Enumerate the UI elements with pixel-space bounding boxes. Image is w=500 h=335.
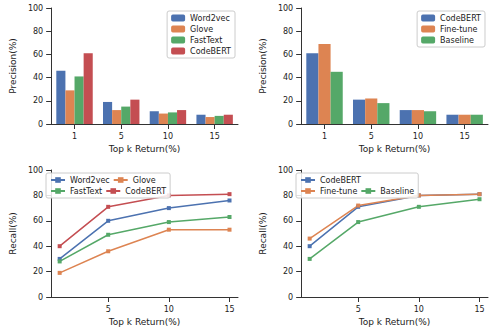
- svg-text:60: 60: [33, 50, 43, 59]
- svg-text:Baseline: Baseline: [380, 187, 414, 196]
- svg-text:Precision(%): Precision(%): [8, 38, 18, 94]
- svg-text:5: 5: [356, 305, 361, 314]
- svg-text:80: 80: [33, 27, 43, 36]
- svg-text:40: 40: [283, 73, 293, 82]
- svg-text:Glove: Glove: [190, 25, 213, 34]
- svg-text:5: 5: [106, 305, 111, 314]
- svg-text:Glove: Glove: [133, 176, 156, 185]
- svg-text:60: 60: [283, 50, 293, 59]
- svg-text:60: 60: [33, 216, 43, 225]
- svg-text:CodeBERT: CodeBERT: [440, 14, 481, 23]
- svg-text:60: 60: [283, 216, 293, 225]
- svg-text:0: 0: [38, 120, 43, 129]
- svg-text:80: 80: [33, 191, 43, 200]
- svg-text:40: 40: [283, 242, 293, 251]
- svg-text:FastText: FastText: [70, 187, 102, 196]
- svg-text:20: 20: [33, 267, 43, 276]
- svg-text:0: 0: [288, 293, 293, 302]
- svg-text:80: 80: [283, 27, 293, 36]
- svg-text:CodeBERT: CodeBERT: [320, 176, 361, 185]
- svg-text:Word2vec: Word2vec: [190, 14, 230, 23]
- svg-text:80: 80: [283, 191, 293, 200]
- svg-text:100: 100: [278, 4, 293, 13]
- svg-text:10: 10: [164, 305, 174, 314]
- svg-text:100: 100: [278, 166, 293, 175]
- svg-text:40: 40: [33, 242, 43, 251]
- svg-text:1: 1: [322, 132, 327, 141]
- svg-text:15: 15: [210, 132, 220, 141]
- svg-text:FastText: FastText: [190, 36, 222, 45]
- svg-text:0: 0: [38, 293, 43, 302]
- svg-text:40: 40: [33, 73, 43, 82]
- svg-text:20: 20: [33, 96, 43, 105]
- svg-text:5: 5: [119, 132, 124, 141]
- svg-text:Word2vec: Word2vec: [70, 176, 110, 185]
- svg-text:Precision(%): Precision(%): [258, 38, 268, 94]
- svg-text:15: 15: [224, 305, 234, 314]
- svg-text:1: 1: [72, 132, 77, 141]
- svg-text:100: 100: [28, 4, 43, 13]
- svg-text:Fine-tune: Fine-tune: [440, 25, 477, 34]
- svg-text:20: 20: [283, 267, 293, 276]
- svg-text:10: 10: [163, 132, 173, 141]
- svg-text:5: 5: [369, 132, 374, 141]
- svg-text:20: 20: [283, 96, 293, 105]
- svg-text:Recall(%): Recall(%): [258, 212, 268, 254]
- svg-text:Recall(%): Recall(%): [8, 212, 18, 254]
- svg-text:10: 10: [413, 132, 423, 141]
- svg-text:15: 15: [460, 132, 470, 141]
- svg-text:Fine-tune: Fine-tune: [320, 187, 357, 196]
- svg-text:Top k Return(%): Top k Return(%): [358, 317, 431, 327]
- svg-text:Baseline: Baseline: [440, 36, 474, 45]
- svg-text:CodeBERT: CodeBERT: [125, 187, 166, 196]
- svg-text:CodeBERT: CodeBERT: [190, 47, 231, 56]
- svg-text:15: 15: [474, 305, 484, 314]
- svg-text:Top k Return(%): Top k Return(%): [108, 144, 181, 154]
- svg-text:0: 0: [288, 120, 293, 129]
- svg-text:100: 100: [28, 166, 43, 175]
- svg-text:10: 10: [414, 305, 424, 314]
- svg-text:Top k Return(%): Top k Return(%): [358, 144, 431, 154]
- svg-text:Top k Return(%): Top k Return(%): [108, 317, 181, 327]
